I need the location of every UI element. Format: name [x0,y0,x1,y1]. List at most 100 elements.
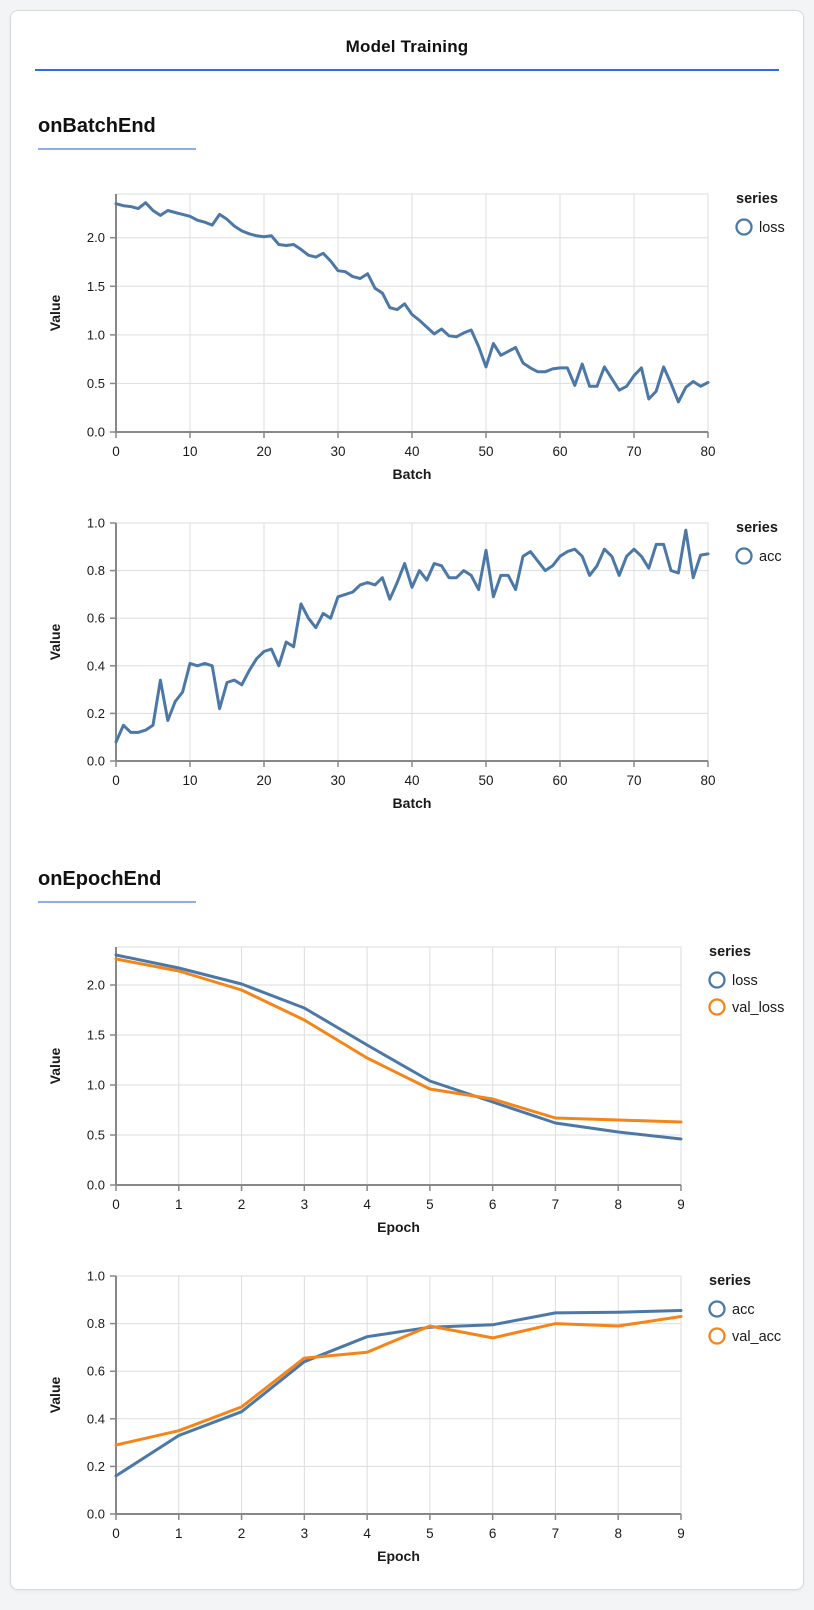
legend-title: series [709,944,751,960]
series-line-acc [114,528,710,744]
svg-text:0: 0 [112,1197,120,1212]
y-axis-title: Value [47,295,63,332]
legend: series loss val_loss [708,944,784,1016]
legend-symbol-loss [735,218,753,236]
svg-text:9: 9 [677,1526,685,1541]
legend-symbol-acc [735,547,753,565]
chart-epoch-acc-svg: 0.0 0.2 0.4 0.6 0.8 1.0 0 1 2 3 4 5 6 7 8 9 Epoch Value se… [47,1269,781,1565]
svg-text:1.0: 1.0 [87,516,105,531]
svg-text:10: 10 [182,773,197,788]
svg-text:0.6: 0.6 [87,611,105,626]
svg-text:20: 20 [256,444,271,459]
gridlines [115,522,709,762]
legend-symbol-acc [708,1300,726,1318]
svg-text:0.8: 0.8 [87,1316,105,1331]
axes: 0.0 0.5 1.0 1.5 2.0 0 1 2 3 4 5 6 7 8 9 [87,947,685,1212]
svg-text:0: 0 [112,444,120,459]
series-lines [114,953,683,1141]
legend-symbol-loss [708,971,726,989]
legend-title: series [736,520,778,536]
legend-label-loss: loss [759,220,785,236]
svg-text:0.0: 0.0 [87,1178,105,1193]
svg-text:70: 70 [626,444,641,459]
svg-text:7: 7 [552,1526,560,1541]
svg-text:2: 2 [238,1197,246,1212]
series-lines [114,1309,683,1478]
y-axis-title: Value [47,1377,63,1414]
section-heading-onepochend: onEpochEnd [38,868,162,890]
svg-text:0.6: 0.6 [87,1364,105,1379]
svg-text:8: 8 [614,1197,622,1212]
svg-text:60: 60 [552,773,567,788]
svg-text:6: 6 [489,1526,497,1541]
svg-text:5: 5 [426,1197,434,1212]
x-axis-title: Batch [393,795,432,811]
legend-label-val_acc: val_acc [732,1329,781,1345]
section-heading-onbatchend: onBatchEnd [38,115,156,137]
svg-text:70: 70 [626,773,641,788]
svg-text:10: 10 [182,444,197,459]
svg-text:80: 80 [700,773,715,788]
series-line-acc [114,1309,683,1478]
chart-batch-acc: 0.0 0.2 0.4 0.6 0.8 1.0 0 10 20 30 40 50 60 70 80 Batch… [36,509,803,824]
svg-text:30: 30 [330,444,345,459]
svg-text:0.5: 0.5 [87,1128,105,1143]
svg-text:30: 30 [330,773,345,788]
svg-text:8: 8 [614,1526,622,1541]
svg-text:3: 3 [301,1526,309,1541]
legend-title: series [709,1273,751,1289]
svg-text:2.0: 2.0 [87,230,105,245]
svg-text:2.0: 2.0 [87,978,105,993]
series-line-val_loss [114,957,683,1124]
svg-text:0.0: 0.0 [87,425,105,440]
section-underline [38,901,196,903]
svg-text:50: 50 [478,444,493,459]
x-axis-title: Batch [393,466,432,482]
svg-text:4: 4 [363,1197,371,1212]
svg-text:6: 6 [489,1197,497,1212]
svg-text:2: 2 [238,1526,246,1541]
svg-text:40: 40 [404,773,419,788]
svg-text:60: 60 [552,444,567,459]
svg-text:3: 3 [301,1197,309,1212]
svg-text:4: 4 [363,1526,371,1541]
chart-epoch-loss-svg: 0.0 0.5 1.0 1.5 2.0 0 1 2 3 4 5 6 7 8 9 Epoch Value serie… [47,944,784,1235]
chart-batch-acc-svg: 0.0 0.2 0.4 0.6 0.8 1.0 0 10 20 30 40 50 60 70 80 Batch… [47,516,782,812]
svg-text:0: 0 [112,773,120,788]
svg-text:1.5: 1.5 [87,279,105,294]
svg-text:1.0: 1.0 [87,1078,105,1093]
section-underline [38,148,196,150]
series-line-loss [114,201,710,404]
chart-epoch-acc: 0.0 0.2 0.4 0.6 0.8 1.0 0 1 2 3 4 5 6 7 8 9 Epoch Value se… [36,1262,803,1577]
legend: series loss [735,191,785,236]
legend-symbol-val_loss [708,998,726,1016]
visor-surface-card: Model Training onBatchEnd 0.0 0.5 1.0 1.5 2.… [10,10,804,1590]
page-title: Model Training [345,37,469,56]
x-axis-title: Epoch [377,1548,420,1564]
svg-text:9: 9 [677,1197,685,1212]
svg-text:80: 80 [700,444,715,459]
svg-text:0.0: 0.0 [87,1507,105,1522]
svg-text:0.2: 0.2 [87,1459,105,1474]
svg-text:1.0: 1.0 [87,1269,105,1284]
legend: series acc val_acc [708,1273,781,1345]
legend-label-acc: acc [732,1302,755,1318]
series-line-val_acc [114,1315,683,1447]
svg-text:5: 5 [426,1526,434,1541]
gridlines [115,947,682,1186]
svg-text:0.0: 0.0 [87,754,105,769]
svg-text:1: 1 [175,1526,183,1541]
svg-text:20: 20 [256,773,271,788]
svg-text:1.5: 1.5 [87,1028,105,1043]
legend-label-loss: loss [732,973,758,989]
svg-text:0.5: 0.5 [87,376,105,391]
axes: 0.0 0.2 0.4 0.6 0.8 1.0 0 1 2 3 4 5 6 7 8 9 [87,1269,685,1542]
section-on-epoch-end: onEpochEnd 0.0 0.5 1.0 1.5 2.0 0 1 2 3 4 5 6 7 8 9 Epoc… [11,868,803,1577]
svg-text:50: 50 [478,773,493,788]
svg-text:40: 40 [404,444,419,459]
section-on-batch-end: onBatchEnd 0.0 0.5 1.0 1.5 2.0 0 10 20 30 40 50 60 7… [11,115,803,824]
legend-symbol-val_acc [708,1327,726,1345]
svg-text:0.4: 0.4 [87,1411,105,1426]
chart-epoch-loss: 0.0 0.5 1.0 1.5 2.0 0 1 2 3 4 5 6 7 8 9 Epoch Value serie… [36,933,803,1248]
y-axis-title: Value [47,1048,63,1085]
